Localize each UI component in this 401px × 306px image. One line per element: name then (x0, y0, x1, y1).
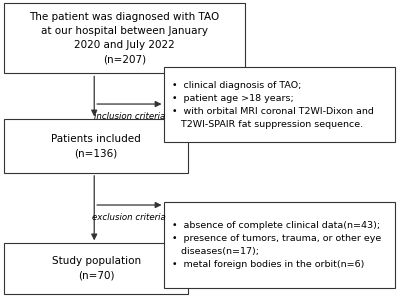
FancyBboxPatch shape (4, 243, 188, 294)
FancyBboxPatch shape (4, 3, 245, 73)
Text: exclusion criteria: exclusion criteria (93, 213, 166, 222)
Text: The patient was diagnosed with TAO
at our hospital between January
2020 and July: The patient was diagnosed with TAO at ou… (29, 12, 219, 65)
Text: •  absence of complete clinical data(n=43);
•  presence of tumors, trauma, or ot: • absence of complete clinical data(n=43… (172, 221, 382, 269)
FancyBboxPatch shape (164, 202, 395, 288)
FancyBboxPatch shape (164, 67, 395, 142)
Text: •  clinical diagnosis of TAO;
•  patient age >18 years;
•  with orbital MRI coro: • clinical diagnosis of TAO; • patient a… (172, 81, 374, 129)
Text: Study population
(n=70): Study population (n=70) (52, 256, 141, 281)
FancyBboxPatch shape (4, 119, 188, 173)
Text: Patients included
(n=136): Patients included (n=136) (51, 134, 141, 158)
Text: inclusion criteria: inclusion criteria (94, 112, 165, 121)
